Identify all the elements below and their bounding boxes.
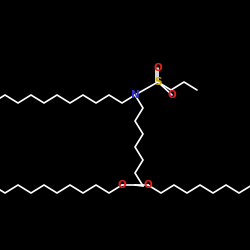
- Text: O: O: [168, 90, 176, 100]
- Text: N: N: [130, 90, 140, 100]
- Text: O: O: [154, 63, 162, 73]
- Text: S: S: [154, 77, 162, 87]
- Text: O: O: [144, 180, 152, 190]
- Text: O: O: [118, 180, 126, 190]
